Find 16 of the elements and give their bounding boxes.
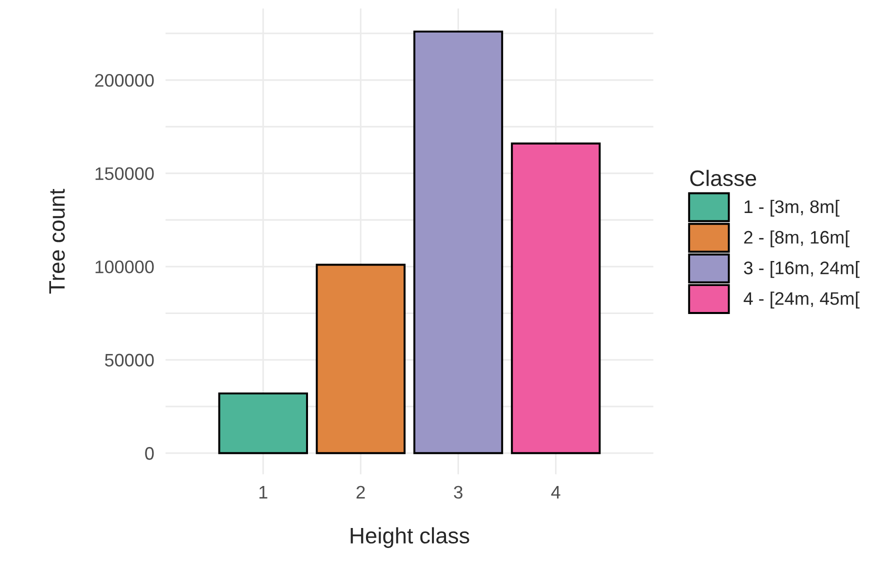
legend-title: Classe [690,170,756,186]
legend-label: 3 - [16m, 24m[ [744,261,860,278]
legend-label: 2 - [8m, 16m[ [744,230,850,248]
y-tick-label: 200000 [95,74,154,87]
y-tick-label: 100000 [96,260,154,274]
y-tick-label: 0 [145,447,154,460]
x-axis-title: Height class [350,527,470,548]
y-tick-label: 50000 [104,354,154,367]
legend-label: 4 - [24m, 45m[ [744,292,860,308]
x-tick-label: 2 [356,486,365,498]
x-tick-label: 1 [259,486,268,498]
x-tick-label: 4 [551,486,560,498]
legend-label: 1 - [3m, 8m[ [744,200,840,217]
y-tick-label: 150000 [96,167,154,180]
y-axis-title: Tree count [49,188,65,294]
x-tick-label: 3 [454,486,462,499]
